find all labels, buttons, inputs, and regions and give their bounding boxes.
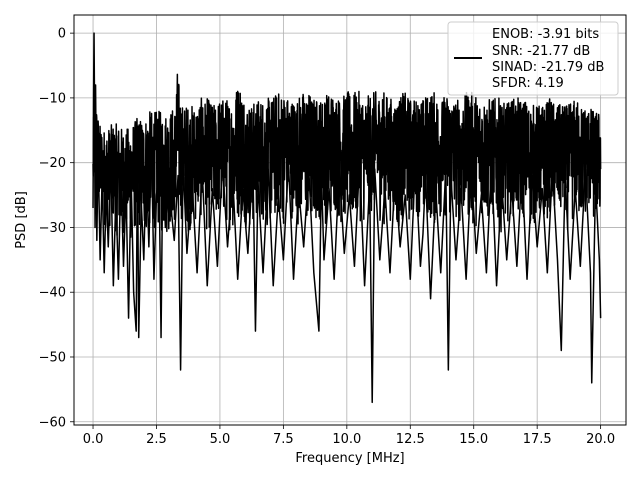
psd-line bbox=[92, 32, 602, 404]
y-tick-label: −20 bbox=[39, 156, 66, 171]
x-tick-label: 2.5 bbox=[146, 432, 167, 447]
legend: ENOB: -3.91 bits SNR: -21.77 dB SINAD: -… bbox=[447, 21, 619, 96]
x-axis-ticks: 0.0 2.5 5.0 7.5 10.0 12.5 15.0 17.5 20.0 bbox=[83, 425, 615, 447]
y-tick-label: 0 bbox=[58, 27, 66, 42]
legend-line-sfdr: SFDR: 4.19 bbox=[492, 76, 564, 91]
x-tick-label: 5.0 bbox=[210, 432, 231, 447]
y-tick-label: −50 bbox=[39, 350, 66, 365]
y-tick-label: −60 bbox=[39, 415, 66, 430]
y-axis-label: PSD [dB] bbox=[14, 191, 29, 249]
y-tick-label: −30 bbox=[39, 221, 66, 236]
x-tick-label: 0.0 bbox=[83, 432, 104, 447]
legend-line-enob: ENOB: -3.91 bits bbox=[492, 27, 599, 42]
x-tick-label: 17.5 bbox=[523, 432, 552, 447]
x-tick-label: 10.0 bbox=[332, 432, 361, 447]
psd-noise-trace bbox=[92, 73, 602, 238]
legend-box bbox=[447, 21, 619, 96]
y-tick-label: −10 bbox=[39, 91, 66, 106]
x-tick-label: 15.0 bbox=[459, 432, 488, 447]
legend-line-snr: SNR: -21.77 dB bbox=[492, 44, 590, 59]
x-axis-label: Frequency [MHz] bbox=[295, 451, 404, 466]
x-tick-label: 20.0 bbox=[586, 432, 615, 447]
y-axis-ticks: 0 −10 −20 −30 −40 −50 −60 bbox=[39, 27, 74, 430]
legend-line-sinad: SINAD: -21.79 dB bbox=[492, 60, 604, 75]
x-tick-label: 12.5 bbox=[396, 432, 425, 447]
series-psd bbox=[92, 32, 602, 404]
x-tick-label: 7.5 bbox=[273, 432, 294, 447]
y-tick-label: −40 bbox=[39, 286, 66, 301]
axes-frame bbox=[73, 14, 627, 426]
